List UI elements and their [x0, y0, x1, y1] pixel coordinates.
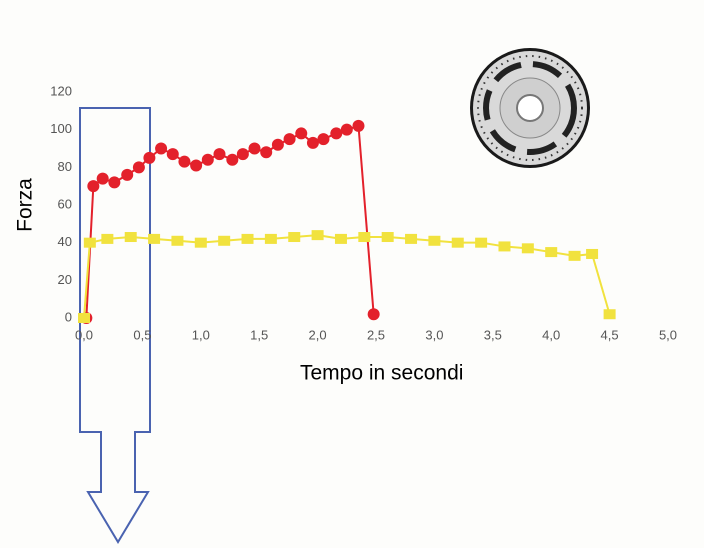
data-point	[317, 133, 330, 146]
x-tick-label: 5,0	[659, 327, 677, 342]
x-tick-label: 1,5	[250, 327, 268, 342]
data-point	[283, 133, 296, 146]
x-tick-label: 0,0	[75, 327, 93, 342]
y-tick-label: 40	[58, 234, 72, 249]
y-tick-label: 120	[50, 83, 72, 98]
data-point	[288, 232, 301, 243]
data-point	[311, 230, 324, 241]
y-tick-label: 0	[65, 309, 72, 324]
data-point	[352, 119, 365, 132]
data-point	[108, 176, 121, 189]
data-point	[248, 142, 261, 155]
x-tick-label: 3,0	[425, 327, 443, 342]
brake-disc	[470, 48, 590, 168]
x-axis-label: Tempo in secondi	[300, 362, 463, 385]
data-point	[367, 308, 380, 321]
data-point	[121, 168, 134, 181]
data-point	[213, 148, 226, 161]
data-point	[264, 233, 277, 244]
data-point	[306, 136, 319, 149]
data-point	[101, 233, 114, 244]
data-point	[586, 248, 599, 259]
data-point	[498, 241, 511, 252]
y-tick-label: 80	[58, 159, 72, 174]
data-point	[78, 313, 90, 323]
data-point	[405, 233, 418, 244]
data-point	[271, 138, 284, 151]
data-point	[260, 146, 273, 159]
data-point	[124, 232, 137, 243]
x-tick-label: 4,5	[601, 327, 619, 342]
data-point	[132, 161, 145, 174]
data-point	[340, 123, 353, 136]
data-point	[603, 309, 616, 320]
data-point	[218, 235, 231, 246]
data-point	[521, 243, 534, 254]
data-point	[194, 237, 207, 248]
y-tick-label: 60	[58, 196, 72, 211]
data-point	[201, 153, 214, 166]
data-point	[155, 142, 168, 155]
data-point	[295, 127, 308, 140]
data-point	[87, 180, 100, 193]
y-tick-label: 100	[50, 121, 72, 136]
data-point	[178, 155, 191, 168]
data-point	[236, 148, 249, 161]
data-point	[568, 250, 581, 261]
y-axis-label: Forza	[14, 178, 37, 232]
data-point	[451, 237, 464, 248]
data-point	[545, 247, 558, 258]
data-point	[148, 233, 161, 244]
data-point	[358, 232, 371, 243]
data-point	[83, 237, 96, 248]
data-point	[96, 172, 109, 185]
x-tick-label: 0,5	[133, 327, 151, 342]
x-tick-label: 2,5	[367, 327, 385, 342]
data-point	[475, 237, 488, 248]
highlight-arrow	[79, 107, 151, 544]
data-point	[166, 148, 179, 161]
x-tick-label: 2,0	[309, 327, 327, 342]
data-point	[241, 233, 254, 244]
x-tick-label: 1,0	[192, 327, 210, 342]
x-tick-label: 3,5	[484, 327, 502, 342]
data-point	[171, 235, 184, 246]
data-point	[143, 151, 156, 164]
x-tick-label: 4,0	[542, 327, 560, 342]
data-point	[428, 235, 441, 246]
data-point	[334, 233, 347, 244]
data-point	[381, 232, 394, 243]
data-point	[190, 159, 203, 172]
y-tick-label: 20	[58, 272, 72, 287]
data-point	[330, 127, 343, 140]
data-point	[226, 153, 239, 166]
